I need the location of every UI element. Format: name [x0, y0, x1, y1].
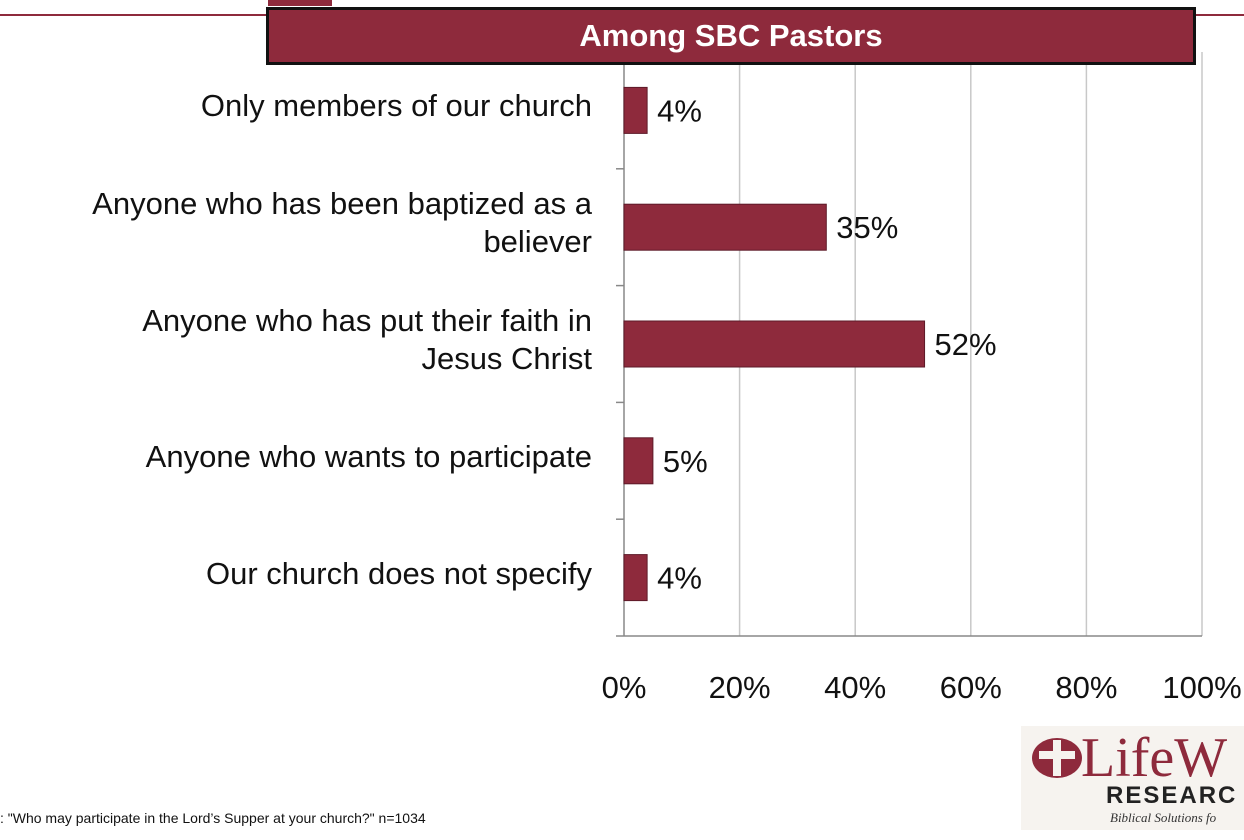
x-tick-label: 80%	[1055, 670, 1117, 705]
logo-wordmark: LifeW	[1081, 727, 1228, 789]
x-tick-label: 60%	[940, 670, 1002, 705]
category-label: Our church does not specify	[206, 555, 592, 591]
bar-value-label: 52%	[935, 327, 997, 362]
x-tick-label: 0%	[602, 670, 647, 705]
bar	[623, 203, 827, 251]
logo-tagline: Biblical Solutions fo	[1110, 810, 1217, 825]
header-accent-mark	[268, 0, 332, 6]
bar-value-label: 4%	[657, 93, 702, 128]
bar	[623, 554, 648, 602]
chart-title: Among SBC Pastors	[266, 7, 1196, 65]
x-tick-label: 20%	[709, 670, 771, 705]
bar	[623, 437, 654, 485]
x-tick-label: 40%	[824, 670, 886, 705]
logo-research-text: RESEARC	[1106, 782, 1238, 809]
survey-footnote: : "Who may participate in the Lord’s Sup…	[0, 810, 426, 826]
bar-value-label: 5%	[663, 444, 708, 479]
lifeway-research-logo: LifeW RESEARC Biblical Solutions fo	[1021, 726, 1244, 830]
bar	[623, 86, 648, 134]
category-label: Anyone who has been baptized as a believe…	[92, 186, 592, 260]
bar-value-label: 35%	[836, 210, 898, 245]
category-label: Anyone who has put their faith in Jesus C…	[142, 303, 592, 376]
category-label: Only members of our church	[200, 88, 592, 124]
bar-value-label: 4%	[657, 561, 702, 596]
x-tick-label: 100%	[1162, 670, 1241, 705]
lifeway-cross-icon	[1032, 738, 1082, 778]
bar	[623, 320, 926, 368]
category-label: Anyone who wants to participate	[145, 438, 592, 474]
